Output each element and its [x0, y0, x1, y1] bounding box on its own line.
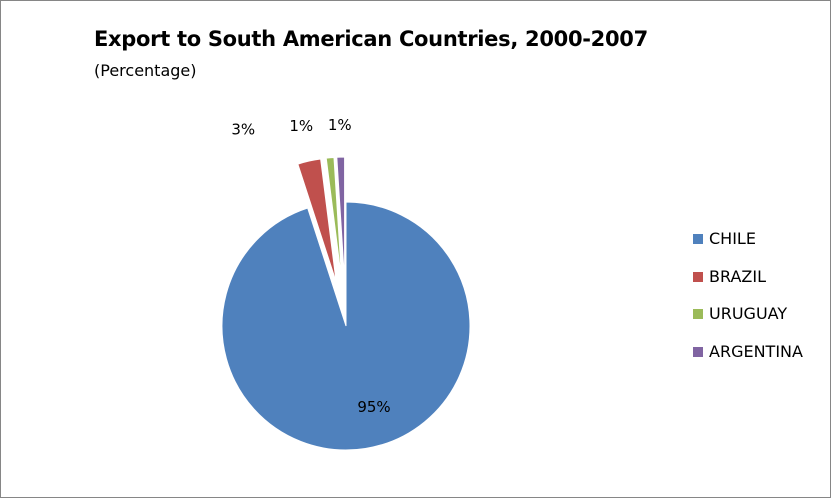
- legend-swatch-brazil: [693, 271, 703, 282]
- pie-slice-uruguay: [325, 156, 343, 282]
- data-label-uruguay: 1%: [289, 117, 313, 135]
- data-label-chile: 95%: [357, 398, 390, 416]
- legend-swatch-chile: [693, 234, 703, 244]
- legend-swatch-uruguay: [693, 309, 703, 319]
- chart-subtitle: (Percentage): [94, 61, 197, 80]
- data-label-argentina: 1%: [328, 116, 352, 134]
- pie-slice-argentina: [336, 156, 346, 282]
- pie-slice-brazil: [297, 158, 337, 283]
- legend-label-chile: CHILE: [709, 229, 756, 248]
- legend-label-uruguay: URUGUAY: [709, 304, 788, 323]
- data-label-brazil: 3%: [231, 121, 255, 139]
- legend-label-argentina: ARGENTINA: [709, 341, 803, 361]
- chart-title: Export to South American Countries, 2000…: [94, 27, 648, 51]
- pie-slice-chile: [221, 201, 471, 451]
- legend-label-brazil: BRAZIL: [709, 266, 766, 286]
- legend-swatch-argentina: [693, 346, 703, 357]
